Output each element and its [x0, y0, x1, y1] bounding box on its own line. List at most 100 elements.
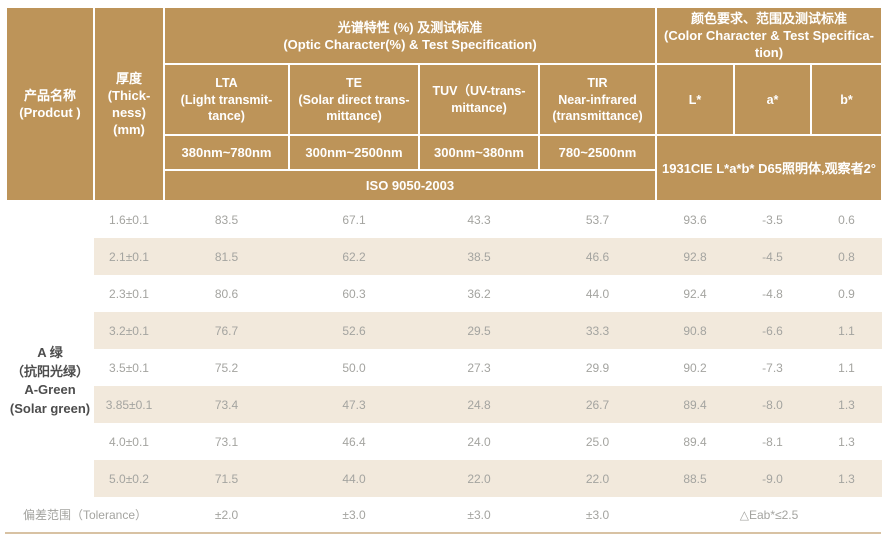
thickness-value: 3.85±0.1 [94, 386, 164, 424]
te-value: 60.3 [342, 286, 366, 301]
tuv-value: 22.0 [419, 460, 539, 498]
l-star-value: 89.4 [656, 386, 734, 424]
tolerance-tuv: ±3.0 [467, 507, 491, 522]
tuv-column-header: TUV（UV-trans- mittance) [418, 63, 540, 137]
tir-value: 33.3 [539, 312, 656, 350]
tuv-value: 43.3 [467, 213, 491, 228]
tuv-value: 36.2 [467, 286, 491, 301]
te-value: 50.0 [342, 360, 366, 375]
te-value: 44.0 [289, 460, 419, 498]
l-star-value: 90.2 [683, 360, 707, 375]
l-star-value: 90.8 [656, 312, 734, 350]
lta-value: 76.7 [164, 312, 289, 350]
tir-range-header: 780~2500nm [538, 134, 657, 172]
tir-value: 25.0 [585, 434, 610, 449]
te-value: 62.2 [289, 238, 419, 276]
tir-value: 53.7 [585, 213, 610, 228]
thickness-value: 2.3±0.1 [109, 286, 149, 301]
tuv-value: 24.0 [467, 434, 491, 449]
bottom-divider [5, 532, 881, 535]
spec-sheet: 产品名称 (Prodcut ) 厚度 (Thick- ness) (mm) 光谱… [5, 5, 883, 535]
b-star-value: 1.1 [838, 360, 855, 375]
a-star-value: -7.3 [762, 360, 783, 375]
a-star-header: a* [733, 63, 812, 137]
te-column-header: TE (Solar direct trans- mittance) [288, 63, 420, 137]
thickness-value: 1.6±0.1 [109, 213, 149, 228]
header-row-columns: LTA (Light transmit- tance) TE (Solar di… [6, 63, 883, 137]
a-star-value: -4.8 [762, 286, 783, 301]
lta-column-header: LTA (Light transmit- tance) [163, 63, 290, 137]
lta-value: 83.5 [214, 213, 239, 228]
l-star-value: 92.4 [683, 286, 707, 301]
tolerance-eab: △Eab*≤2.5 [739, 507, 799, 522]
spec-table: 产品名称 (Prodcut ) 厚度 (Thick- ness) (mm) 光谱… [5, 5, 883, 532]
tuv-value: 24.8 [419, 386, 539, 424]
thickness-value: 3.5±0.1 [109, 360, 149, 375]
table-row: 3.2±0.1 76.7 52.6 29.5 33.3 90.8 -6.6 1.… [6, 312, 882, 350]
lta-value: 73.1 [214, 434, 239, 449]
thickness-value: 4.0±0.1 [109, 434, 149, 449]
tuv-range-header: 300nm~380nm [418, 134, 540, 172]
lta-value: 71.5 [164, 460, 289, 498]
optic-test-standard: ISO 9050-2003 [163, 169, 657, 203]
te-range-header: 300nm~2500nm [288, 134, 420, 172]
tir-value: 46.6 [539, 238, 656, 276]
tolerance-te: ±3.0 [342, 507, 366, 522]
b-star-value: 0.8 [811, 238, 882, 276]
tir-column-header: TIR Near-infrared (transmittance) [538, 63, 657, 137]
table-row: 3.5±0.1 75.2 50.0 27.3 29.9 90.2 -7.3 1.… [6, 349, 882, 386]
l-star-value: 89.4 [683, 434, 707, 449]
te-value: 47.3 [289, 386, 419, 424]
thickness-header: 厚度 (Thick- ness) (mm) [93, 5, 165, 203]
product-name-header: 产品名称 (Prodcut ) [5, 5, 95, 203]
tuv-value: 29.5 [419, 312, 539, 350]
lta-value: 81.5 [164, 238, 289, 276]
tir-value: 44.0 [585, 286, 610, 301]
te-value: 52.6 [289, 312, 419, 350]
a-star-value: -6.6 [734, 312, 811, 350]
l-star-value: 93.6 [683, 213, 707, 228]
table-row: 2.3±0.1 80.6 60.3 36.2 44.0 92.4 -4.8 0.… [6, 275, 882, 312]
tir-value: 22.0 [539, 460, 656, 498]
tuv-value: 27.3 [467, 360, 491, 375]
a-star-value: -3.5 [762, 213, 783, 228]
a-star-value: -9.0 [734, 460, 811, 498]
tir-value: 26.7 [539, 386, 656, 424]
tir-value: 29.9 [585, 360, 610, 375]
table-row: 5.0±0.2 71.5 44.0 22.0 22.0 88.5 -9.0 1.… [6, 460, 882, 498]
b-star-value: 1.3 [811, 460, 882, 498]
header-row-ranges: 380nm~780nm 300nm~2500nm 300nm~380nm 780… [6, 134, 883, 203]
te-value: 67.1 [342, 213, 366, 228]
tolerance-lta: ±2.0 [214, 507, 239, 522]
b-star-header: b* [810, 63, 883, 137]
tolerance-row: 偏差范围（Tolerance） ±2.0 ±3.0 ±3.0 ±3.0 △Eab… [6, 497, 882, 532]
b-star-value: 1.3 [811, 386, 882, 424]
b-star-value: 0.9 [838, 286, 855, 301]
color-group-header: 颜色要求、范围及测试标准 (Color Character & Test Spe… [655, 5, 883, 66]
color-test-standard: 1931CIE L*a*b* D65照明体,观察者2° [655, 134, 883, 203]
lta-value: 73.4 [164, 386, 289, 424]
thickness-value: 5.0±0.2 [94, 460, 164, 498]
tolerance-label: 偏差范围（Tolerance） [22, 508, 148, 523]
l-star-value: 88.5 [656, 460, 734, 498]
product-name-cell: A 绿 （抗阳光绿） A-Green (Solar green) [6, 201, 94, 498]
thickness-value: 2.1±0.1 [94, 238, 164, 276]
l-star-header: L* [655, 63, 735, 137]
thickness-value: 3.2±0.1 [94, 312, 164, 350]
table-row: 4.0±0.1 73.1 46.4 24.0 25.0 89.4 -8.1 1.… [6, 423, 882, 460]
lta-value: 80.6 [214, 286, 239, 301]
a-star-value: -8.0 [734, 386, 811, 424]
table-row: A 绿 （抗阳光绿） A-Green (Solar green) 1.6±0.1… [6, 201, 882, 498]
table-row: 2.1±0.1 81.5 62.2 38.5 46.6 92.8 -4.5 0.… [6, 238, 882, 276]
tuv-value: 38.5 [419, 238, 539, 276]
header-row-groups: 产品名称 (Prodcut ) 厚度 (Thick- ness) (mm) 光谱… [5, 5, 883, 203]
a-star-value: -8.1 [762, 434, 783, 449]
b-star-value: 1.1 [811, 312, 882, 350]
a-star-value: -4.5 [734, 238, 811, 276]
te-value: 46.4 [342, 434, 366, 449]
optic-group-header: 光谱特性 (%) 及测试标准 (Optic Character(%) & Tes… [163, 5, 657, 66]
lta-value: 75.2 [214, 360, 239, 375]
header-row-standard: ISO 9050-2003 [6, 169, 882, 203]
b-star-value: 1.3 [838, 434, 855, 449]
table-row: 3.85±0.1 73.4 47.3 24.8 26.7 89.4 -8.0 1… [6, 386, 882, 424]
